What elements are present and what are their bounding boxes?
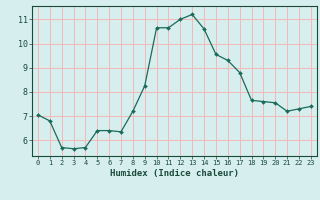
X-axis label: Humidex (Indice chaleur): Humidex (Indice chaleur) — [110, 169, 239, 178]
